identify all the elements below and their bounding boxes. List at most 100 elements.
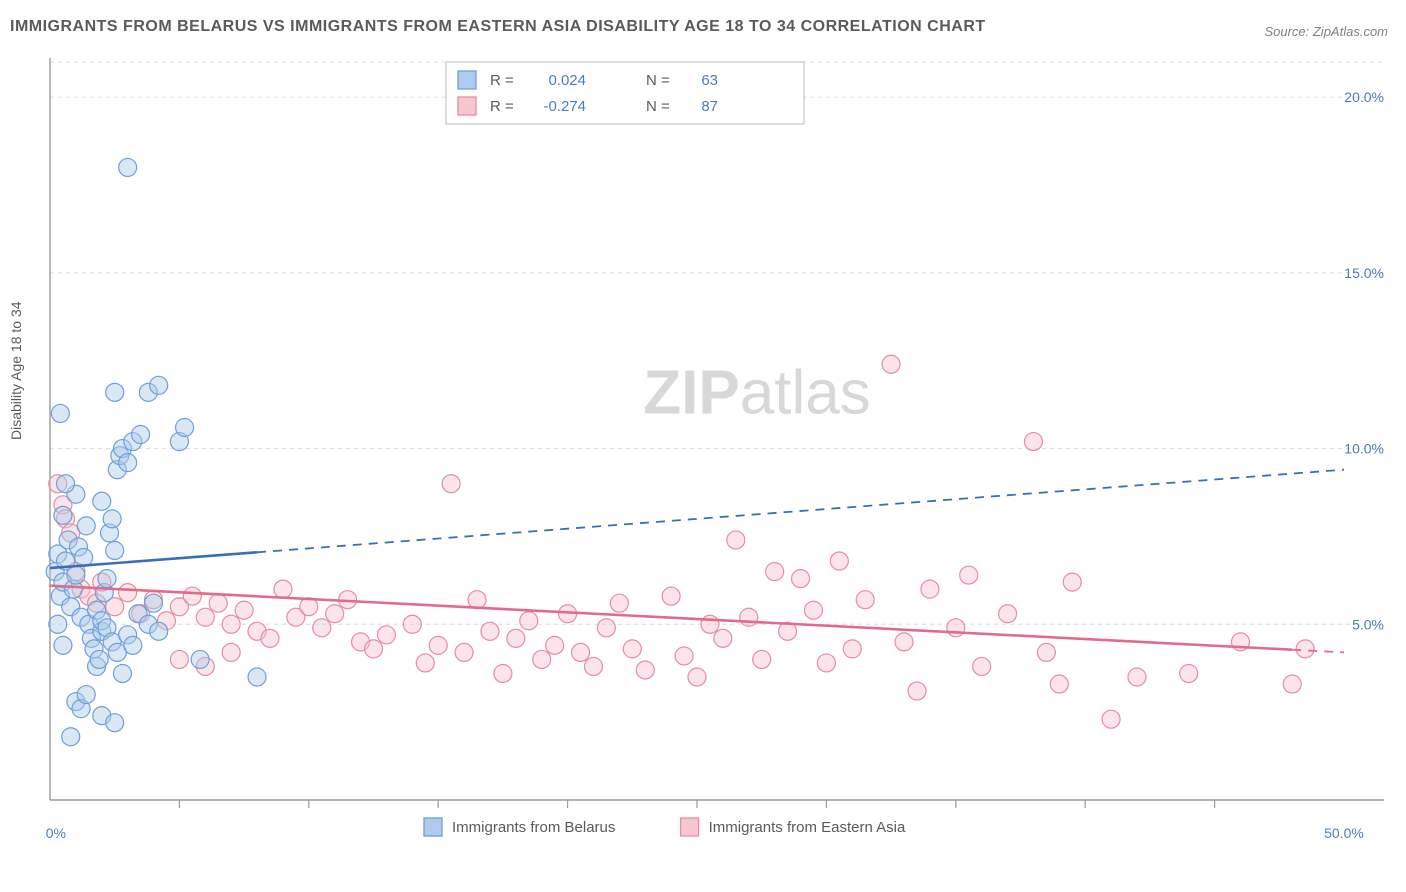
legend-label: Immigrants from Eastern Asia — [709, 819, 906, 836]
scatter-point — [274, 580, 292, 598]
scatter-point — [150, 376, 168, 394]
scatter-point — [843, 640, 861, 658]
scatter-point — [494, 664, 512, 682]
svg-text:10.0%: 10.0% — [1344, 441, 1384, 457]
scatter-point — [572, 643, 590, 661]
scatter-point — [377, 626, 395, 644]
scatter-point — [455, 643, 473, 661]
scatter-point — [908, 682, 926, 700]
svg-text:R =: R = — [490, 72, 514, 89]
scatter-point — [54, 636, 72, 654]
scatter-point — [103, 510, 121, 528]
svg-text:20.0%: 20.0% — [1344, 89, 1384, 105]
scatter-point — [1037, 643, 1055, 661]
scatter-point — [507, 629, 525, 647]
scatter-point — [1180, 664, 1198, 682]
scatter-point — [191, 650, 209, 668]
scatter-point — [1283, 675, 1301, 693]
scatter-point — [921, 580, 939, 598]
scatter-point — [947, 619, 965, 637]
svg-text:63: 63 — [701, 72, 718, 89]
correlation-chart: 5.0%10.0%15.0%20.0%0.0%50.0%ZIPatlasR =0… — [44, 48, 1394, 848]
scatter-point — [248, 668, 266, 686]
scatter-point — [222, 643, 240, 661]
svg-text:15.0%: 15.0% — [1344, 265, 1384, 281]
scatter-point — [792, 570, 810, 588]
scatter-point — [119, 158, 137, 176]
scatter-point — [49, 615, 67, 633]
scatter-point — [77, 517, 95, 535]
scatter-point — [145, 594, 163, 612]
y-axis-label: Disability Age 18 to 34 — [8, 301, 24, 440]
scatter-point — [403, 615, 421, 633]
scatter-point — [973, 657, 991, 675]
scatter-point — [817, 654, 835, 672]
scatter-point — [93, 492, 111, 510]
scatter-point — [1050, 675, 1068, 693]
svg-text:-0.274: -0.274 — [543, 98, 586, 115]
scatter-point — [727, 531, 745, 549]
svg-text:N =: N = — [646, 98, 670, 115]
scatter-point — [90, 650, 108, 668]
svg-text:N =: N = — [646, 72, 670, 89]
scatter-point — [106, 383, 124, 401]
scatter-point — [662, 587, 680, 605]
scatter-point — [113, 664, 131, 682]
scatter-point — [1128, 668, 1146, 686]
scatter-point — [1063, 573, 1081, 591]
scatter-point — [740, 608, 758, 626]
scatter-point — [51, 404, 69, 422]
scatter-point — [106, 541, 124, 559]
scatter-point — [209, 594, 227, 612]
scatter-point — [468, 591, 486, 609]
scatter-point — [714, 629, 732, 647]
scatter-point — [67, 566, 85, 584]
scatter-point — [54, 506, 72, 524]
scatter-point — [520, 612, 538, 630]
svg-text:87: 87 — [701, 98, 718, 115]
scatter-point — [546, 636, 564, 654]
scatter-point — [365, 640, 383, 658]
scatter-point — [895, 633, 913, 651]
scatter-point — [636, 661, 654, 679]
scatter-point — [675, 647, 693, 665]
scatter-point — [235, 601, 253, 619]
legend-label: Immigrants from Belarus — [452, 819, 615, 836]
scatter-point — [57, 475, 75, 493]
scatter-point — [701, 615, 719, 633]
scatter-point — [533, 650, 551, 668]
scatter-point — [150, 622, 168, 640]
scatter-point — [119, 454, 137, 472]
scatter-point — [429, 636, 447, 654]
scatter-point — [804, 601, 822, 619]
scatter-point — [106, 714, 124, 732]
scatter-point — [326, 605, 344, 623]
svg-text:0.0%: 0.0% — [44, 825, 66, 841]
scatter-point — [416, 654, 434, 672]
scatter-point — [597, 619, 615, 637]
scatter-point — [584, 657, 602, 675]
scatter-point — [1296, 640, 1314, 658]
chart-title: IMMIGRANTS FROM BELARUS VS IMMIGRANTS FR… — [10, 18, 986, 36]
scatter-point — [960, 566, 978, 584]
svg-text:R =: R = — [490, 98, 514, 115]
scatter-point — [882, 355, 900, 373]
scatter-point — [753, 650, 771, 668]
legend-swatch — [424, 818, 442, 836]
scatter-point — [856, 591, 874, 609]
scatter-point — [442, 475, 460, 493]
scatter-point — [124, 636, 142, 654]
scatter-point — [196, 608, 214, 626]
scatter-point — [766, 563, 784, 581]
scatter-point — [830, 552, 848, 570]
scatter-point — [170, 650, 188, 668]
svg-text:ZIPatlas: ZIPatlas — [643, 358, 870, 427]
svg-text:50.0%: 50.0% — [1324, 825, 1364, 841]
scatter-point — [999, 605, 1017, 623]
scatter-point — [261, 629, 279, 647]
scatter-point — [98, 570, 116, 588]
scatter-point — [132, 426, 150, 444]
svg-text:5.0%: 5.0% — [1352, 616, 1384, 632]
scatter-point — [62, 728, 80, 746]
scatter-point — [688, 668, 706, 686]
